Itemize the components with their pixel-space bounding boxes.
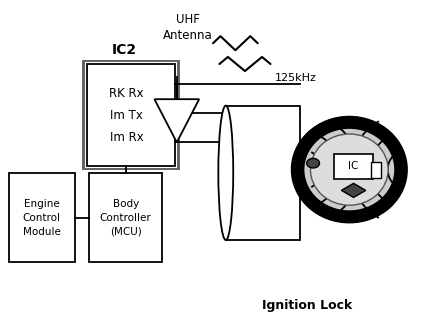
FancyBboxPatch shape [85, 62, 177, 168]
Text: IC: IC [348, 161, 359, 172]
Text: RK Rx
Im Tx
Im Rx: RK Rx Im Tx Im Rx [109, 87, 144, 144]
FancyBboxPatch shape [89, 173, 162, 262]
FancyBboxPatch shape [9, 173, 75, 262]
FancyBboxPatch shape [226, 106, 300, 240]
Polygon shape [154, 99, 199, 142]
FancyBboxPatch shape [334, 154, 373, 179]
Text: IC2: IC2 [112, 43, 137, 57]
Text: UHF
Antenna: UHF Antenna [163, 13, 212, 42]
Text: Body
Controller
(MCU): Body Controller (MCU) [100, 199, 152, 236]
FancyBboxPatch shape [371, 162, 381, 178]
Text: Engine
Control
Module: Engine Control Module [23, 199, 60, 236]
FancyBboxPatch shape [82, 60, 180, 170]
Ellipse shape [311, 134, 388, 205]
Polygon shape [341, 183, 366, 197]
FancyBboxPatch shape [87, 64, 175, 166]
Text: Ignition Lock: Ignition Lock [262, 299, 352, 312]
Circle shape [307, 158, 320, 168]
Ellipse shape [292, 117, 407, 222]
Text: 125kHz: 125kHz [275, 73, 317, 84]
Ellipse shape [218, 106, 233, 240]
